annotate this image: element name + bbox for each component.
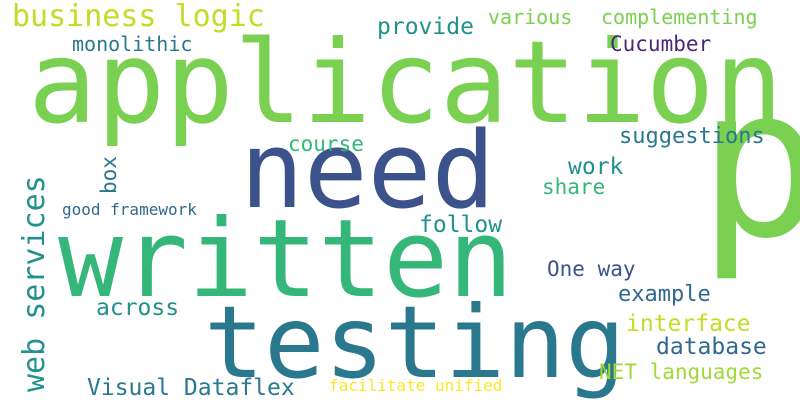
word-complementing: complementing: [601, 5, 758, 29]
word-interface: interface: [626, 311, 751, 337]
word-example: example: [618, 282, 711, 307]
word-course: course: [288, 132, 364, 156]
word-testing: testing: [204, 284, 626, 400]
word-cucumber: Cucumber: [610, 32, 712, 56]
word-visual-dataflex: Visual Dataflex: [87, 375, 295, 400]
word-follow: follow: [419, 212, 503, 238]
word-share: share: [542, 175, 606, 199]
word-database: database: [656, 334, 767, 360]
word-business-logic: business logic: [12, 0, 265, 34]
word-p: p: [698, 43, 800, 285]
word-work: work: [568, 154, 624, 180]
word-across: across: [96, 295, 180, 321]
word-provide: provide: [377, 14, 474, 40]
word-facilitate-unified: facilitate unified: [329, 376, 503, 395]
word-need: need: [240, 109, 496, 232]
word-written: written: [58, 197, 514, 322]
word-suggestions: suggestions: [619, 124, 765, 149]
word-one-way: One way: [547, 257, 636, 281]
word-monolithic: monolithic: [72, 32, 193, 56]
word-web-services: web services: [17, 175, 52, 392]
word-net-languages: NET languages: [599, 360, 764, 384]
word-application: application: [28, 16, 783, 149]
word-various: various: [488, 5, 573, 29]
word-good-framework: good framework: [62, 200, 197, 219]
word-box: box: [97, 156, 121, 194]
